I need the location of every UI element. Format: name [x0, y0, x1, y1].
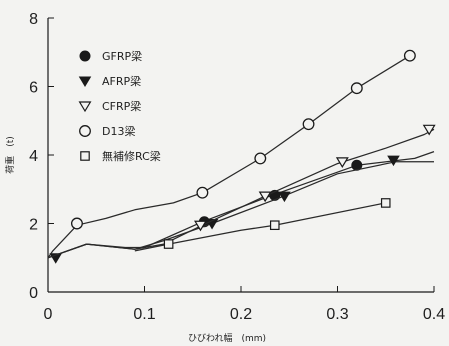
- data-point: [335, 157, 349, 169]
- series-line: [47, 161, 434, 259]
- series-cfrp: [47, 124, 436, 259]
- legend-label: D13梁: [102, 124, 135, 138]
- legend-item: CFRP梁: [78, 99, 141, 113]
- series-d13: [47, 49, 416, 259]
- x-tick-label: 0.2: [230, 306, 252, 323]
- series-line: [134, 202, 386, 252]
- y-axis-title: 荷重 (t): [4, 136, 16, 174]
- legend-item: 無補修RC梁: [80, 149, 161, 163]
- legend-label: 無補修RC梁: [102, 149, 161, 163]
- x-tick-label: 0.4: [423, 306, 445, 323]
- data-point: [194, 220, 207, 232]
- series-layer: [47, 49, 436, 264]
- x-tick-label: 0: [44, 306, 53, 323]
- data-point: [302, 118, 315, 131]
- x-tick-label: 0.1: [133, 306, 155, 323]
- legend-marker: [78, 76, 92, 87]
- legend-label: AFRP梁: [102, 74, 141, 88]
- legend-marker: [79, 50, 91, 62]
- series-rc: [134, 198, 391, 252]
- data-point: [258, 191, 272, 203]
- data-point: [269, 220, 280, 231]
- series-line: [47, 55, 411, 259]
- legend-marker: [79, 125, 91, 137]
- legend-item: D13梁: [79, 124, 135, 138]
- axes-layer: 0 2 4 6 8 0 0.1 0.2 0.3 0.4: [29, 11, 445, 323]
- legend-item: GFRP梁: [79, 49, 142, 63]
- data-point: [387, 155, 400, 167]
- y-tick-label: 0: [29, 285, 38, 302]
- data-point: [254, 152, 267, 165]
- data-point: [422, 124, 436, 136]
- x-axis-title: ひびわれ幅 (mm): [188, 332, 266, 344]
- data-point: [350, 82, 363, 95]
- y-tick-label: 2: [29, 217, 38, 234]
- data-point: [70, 217, 83, 230]
- y-tick-label: 6: [29, 80, 38, 97]
- data-point: [163, 239, 174, 249]
- legend-marker: [78, 101, 92, 113]
- legend-label: CFRP梁: [102, 99, 141, 113]
- legend-label: GFRP梁: [102, 49, 142, 63]
- y-tick-label: 4: [29, 148, 38, 165]
- legend-marker: [80, 151, 90, 161]
- legend-item: AFRP梁: [78, 74, 141, 88]
- data-point: [278, 191, 291, 203]
- series-afrp: [47, 155, 434, 264]
- y-tick-label: 8: [29, 11, 38, 28]
- series-line: [47, 128, 435, 259]
- x-tick-label: 0.3: [326, 306, 348, 323]
- data-point: [403, 49, 416, 62]
- data-point: [196, 186, 209, 199]
- data-point: [380, 198, 391, 208]
